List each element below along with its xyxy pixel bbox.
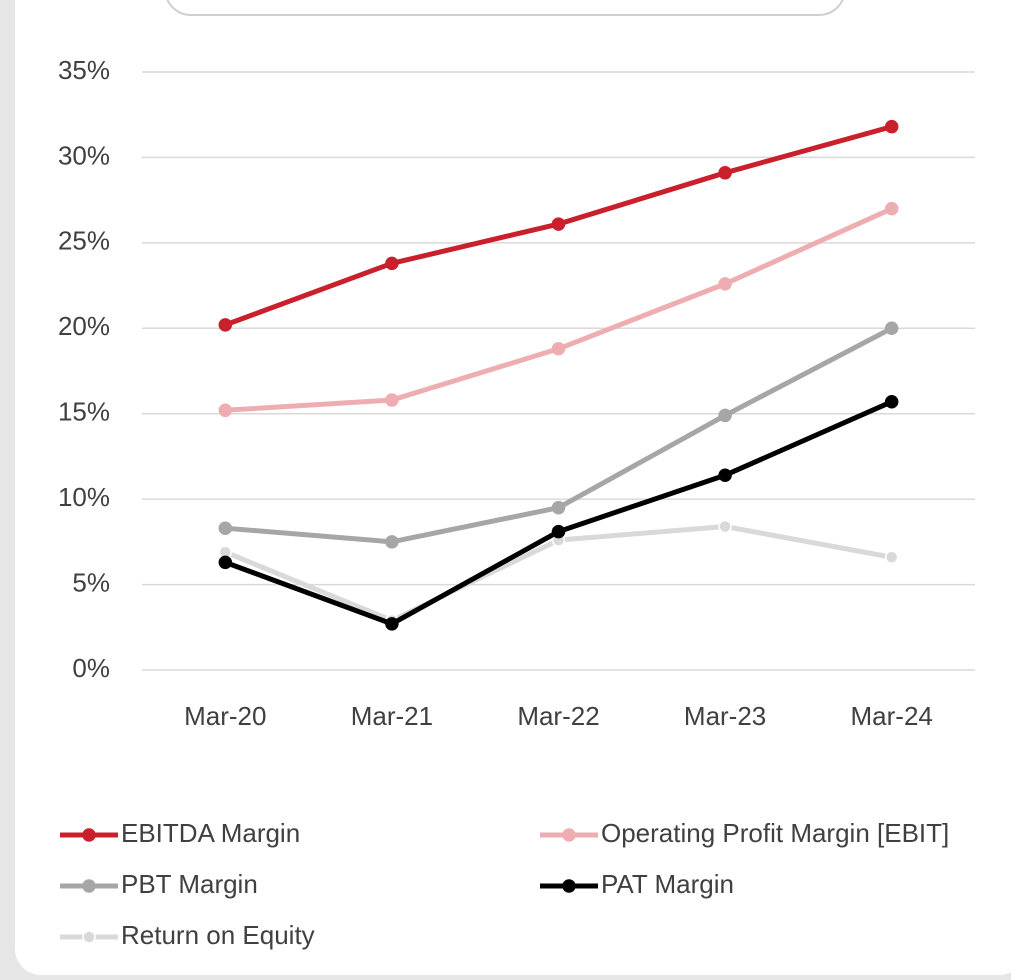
point-marker <box>718 408 732 423</box>
legend-label: PBT Margin <box>121 869 258 899</box>
y-tick-label: 35% <box>58 55 110 85</box>
point-marker <box>718 277 732 291</box>
card <box>15 0 1011 975</box>
legend-marker <box>562 879 576 893</box>
point-marker <box>385 617 399 631</box>
point-marker <box>218 521 233 535</box>
x-tick-label: Mar-20 <box>184 701 266 731</box>
x-tick-label: Mar-22 <box>517 701 599 731</box>
point-marker <box>551 217 566 231</box>
header-pill <box>166 0 844 16</box>
legend-label: PAT Margin <box>601 869 734 899</box>
point-marker <box>218 318 233 332</box>
point-marker <box>718 468 732 482</box>
x-tick-label: Mar-21 <box>351 701 433 731</box>
legend-label: Operating Profit Margin [EBIT] <box>601 818 949 848</box>
point-marker <box>884 550 899 564</box>
point-marker <box>385 535 399 549</box>
legend-marker <box>82 828 96 842</box>
y-tick-label: 10% <box>58 482 110 512</box>
legend-label: EBITDA Margin <box>121 818 300 848</box>
legend-marker <box>82 879 96 893</box>
point-marker <box>718 166 732 180</box>
legend-marker <box>82 930 96 944</box>
x-tick-label: Mar-24 <box>851 701 933 731</box>
y-tick-label: 20% <box>58 311 110 341</box>
legend-label: Return on Equity <box>121 920 315 950</box>
y-tick-label: 25% <box>58 226 110 256</box>
point-marker <box>218 555 233 570</box>
x-tick-label: Mar-23 <box>684 701 766 731</box>
y-tick-label: 15% <box>58 397 110 427</box>
point-marker <box>884 119 899 134</box>
y-tick-label: 0% <box>72 653 110 683</box>
point-marker <box>884 395 899 409</box>
legend-marker <box>562 828 576 842</box>
point-marker <box>551 524 566 539</box>
point-marker <box>884 201 899 216</box>
y-tick-label: 5% <box>72 567 110 597</box>
point-marker <box>385 393 399 407</box>
point-marker <box>385 256 399 271</box>
y-tick-label: 30% <box>58 140 110 170</box>
point-marker <box>884 321 899 336</box>
point-marker <box>218 403 233 418</box>
point-marker <box>718 519 732 534</box>
point-marker <box>551 342 566 356</box>
point-marker <box>551 500 566 515</box>
